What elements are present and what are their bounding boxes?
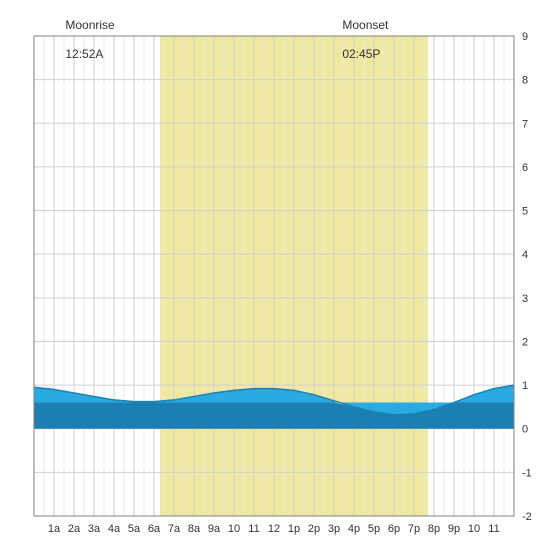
tide-chart: Moonrise 12:52A Moonset 02:45P -2-101234… [0,0,550,550]
svg-text:1a: 1a [48,523,61,535]
svg-text:6p: 6p [388,523,400,535]
svg-text:6a: 6a [148,523,161,535]
svg-text:4p: 4p [348,523,360,535]
svg-text:2: 2 [522,336,528,348]
svg-text:10: 10 [468,523,480,535]
svg-text:9: 9 [522,31,528,43]
svg-text:1p: 1p [288,523,300,535]
svg-text:5a: 5a [128,523,141,535]
svg-text:11: 11 [488,523,499,535]
svg-text:5: 5 [522,206,528,218]
svg-text:0: 0 [522,424,528,436]
moonset-time: 02:45P [342,47,380,61]
svg-text:5p: 5p [368,523,380,535]
svg-text:1: 1 [522,380,528,392]
moonset-label: Moonset 02:45P [329,4,388,76]
chart-svg: -2-101234567891a2a3a4a5a6a7a8a9a1011121p… [0,0,550,550]
svg-text:6: 6 [522,162,528,174]
svg-text:4a: 4a [108,523,121,535]
svg-text:2a: 2a [68,523,81,535]
svg-text:4: 4 [522,249,528,261]
svg-text:9a: 9a [208,523,221,535]
moonrise-label: Moonrise 12:52A [52,4,115,76]
moonrise-title: Moonrise [65,18,114,32]
svg-text:8: 8 [522,75,528,87]
svg-text:12: 12 [268,523,280,535]
svg-text:3: 3 [522,293,528,305]
svg-text:3p: 3p [328,523,340,535]
svg-text:7: 7 [522,118,528,130]
moonrise-time: 12:52A [65,47,103,61]
svg-text:8a: 8a [188,523,201,535]
svg-text:8p: 8p [428,523,440,535]
svg-text:11: 11 [248,523,259,535]
svg-text:9p: 9p [448,523,460,535]
svg-text:3a: 3a [88,523,101,535]
svg-text:7p: 7p [408,523,420,535]
moonset-title: Moonset [342,18,388,32]
svg-text:-1: -1 [522,467,532,479]
svg-text:10: 10 [228,523,240,535]
svg-text:7a: 7a [168,523,181,535]
svg-text:2p: 2p [308,523,320,535]
svg-text:-2: -2 [522,511,532,523]
